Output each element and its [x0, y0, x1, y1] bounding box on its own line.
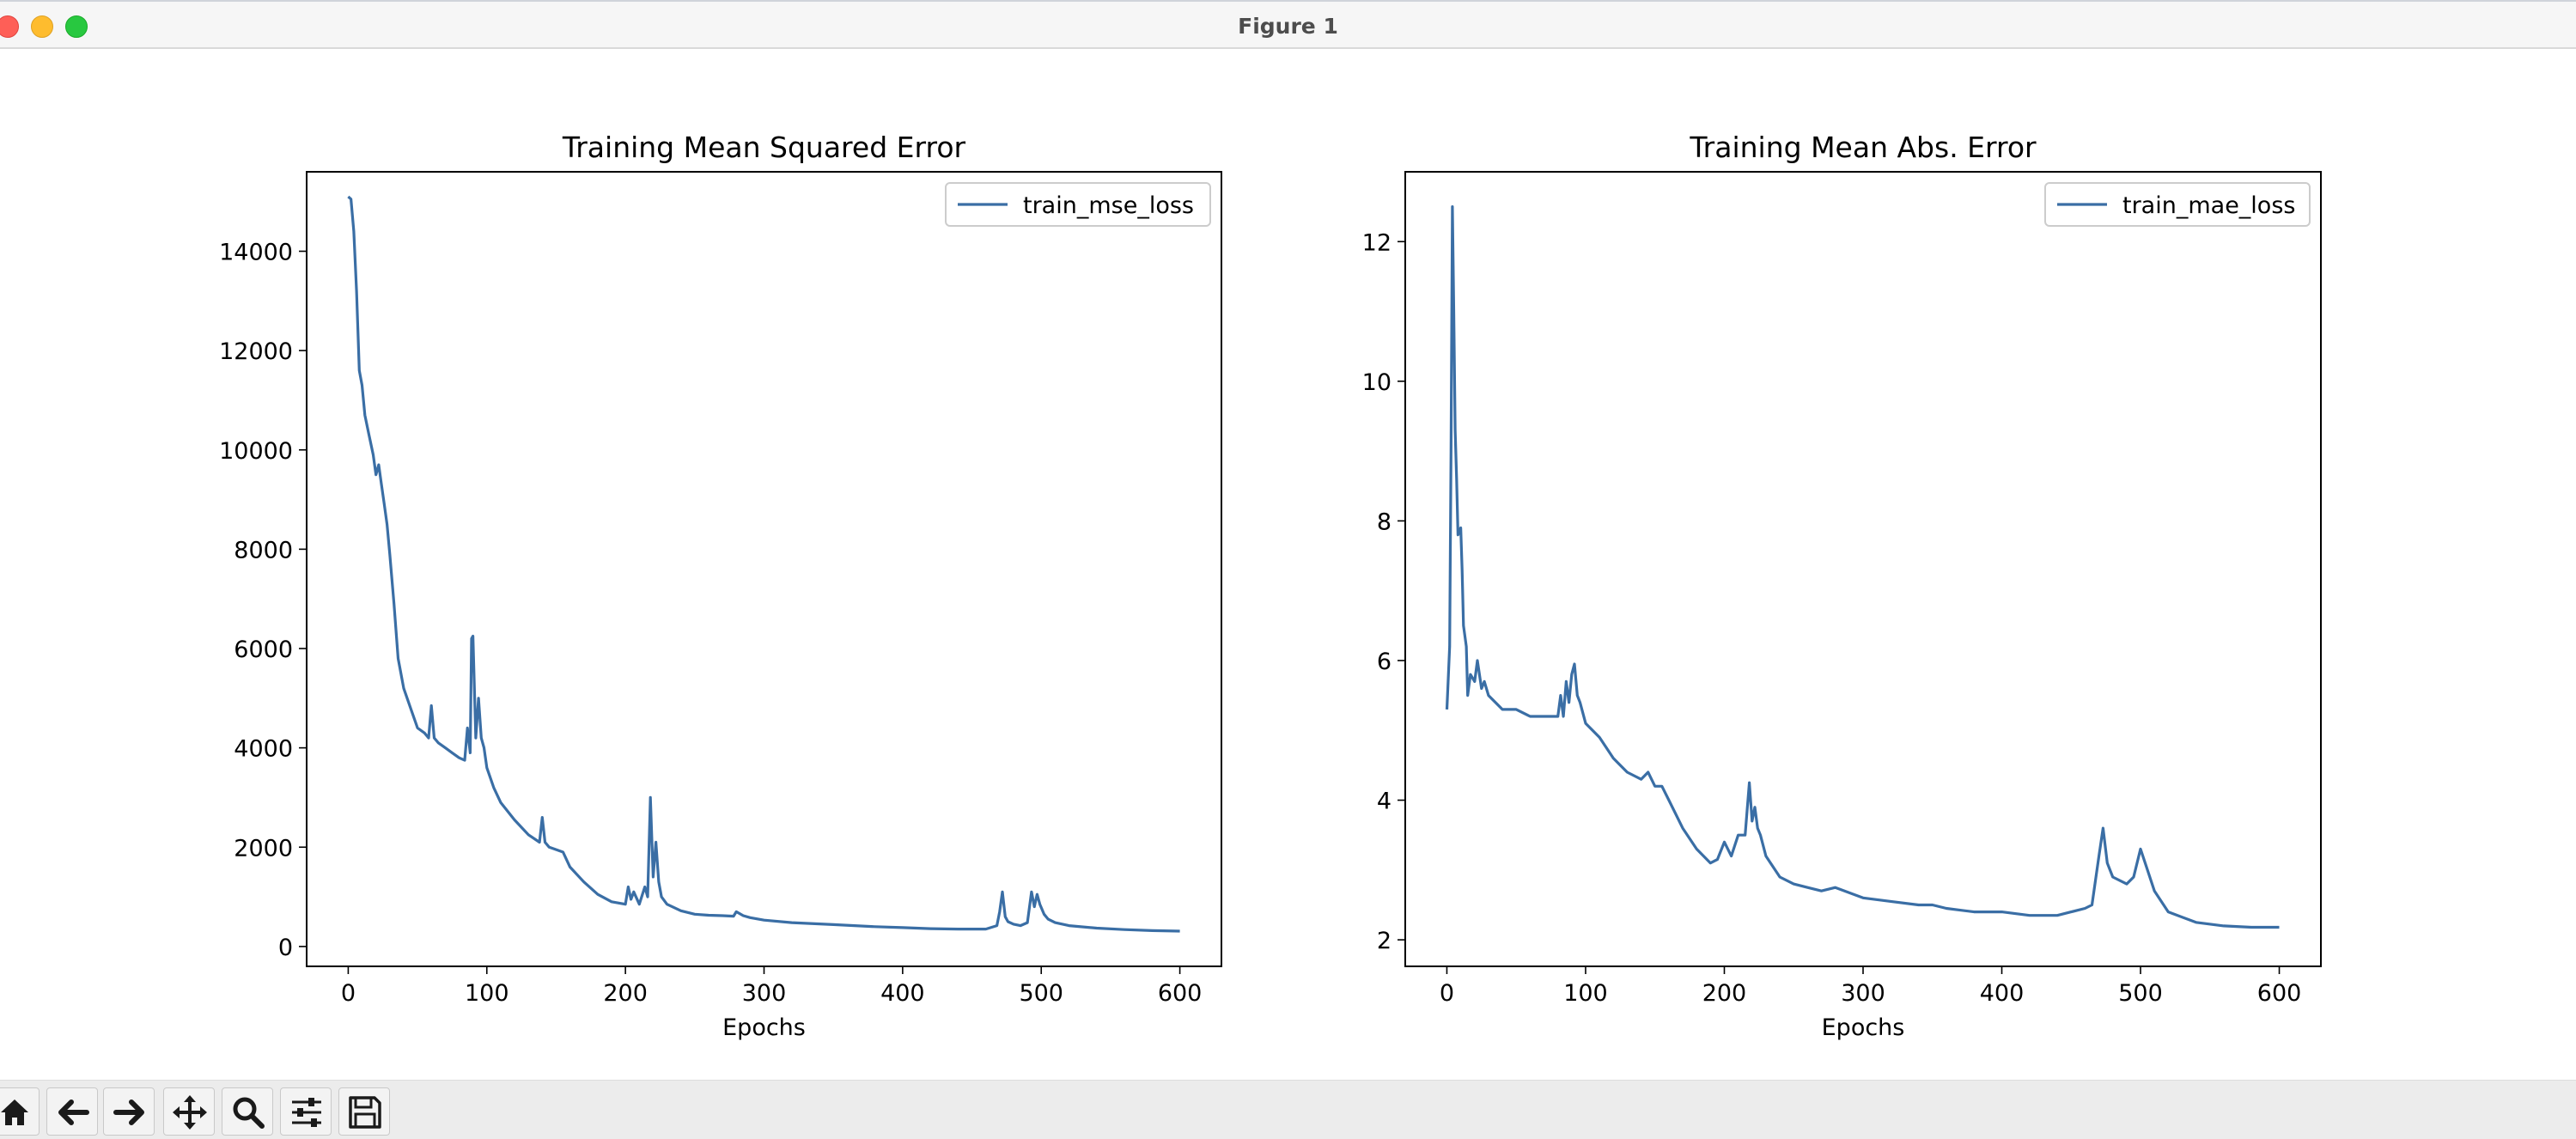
chart1-ytick-label: 12000	[219, 338, 293, 365]
chart2-legend: train_mae_loss	[2044, 182, 2311, 227]
chart1-ytick-label: 4000	[234, 736, 293, 763]
configure-subplots-button[interactable]	[280, 1087, 332, 1136]
pan-button[interactable]	[163, 1087, 215, 1136]
chart1-xlabel: Epochs	[722, 1014, 806, 1041]
window-title: Figure 1	[1238, 14, 1338, 39]
chart1-legend-label: train_mse_loss	[1023, 192, 1194, 219]
chart2-xtick-label: 400	[1980, 980, 2025, 1007]
minimize-window-button[interactable]	[31, 15, 53, 38]
chart1-title: Training Mean Squared Error	[562, 131, 966, 164]
chart1-xtick-label: 300	[742, 980, 787, 1007]
chart1-ytick-label: 0	[278, 935, 293, 961]
save-button[interactable]	[338, 1087, 390, 1136]
chart2-ytick-label: 10	[1362, 369, 1392, 396]
close-window-button[interactable]	[0, 15, 19, 38]
home-icon	[1, 1099, 28, 1125]
forward-button[interactable]	[103, 1087, 155, 1136]
chart2-series-1-line	[1445, 205, 2280, 929]
navigation-toolbar	[0, 1080, 2576, 1139]
chart1-series-1-line	[347, 195, 1180, 933]
chart1-xtick-label: 100	[465, 980, 509, 1007]
chart2-xtick-label: 100	[1563, 980, 1608, 1007]
chart2-ytick-label: 8	[1377, 509, 1392, 535]
chart1-ytick-label: 10000	[219, 438, 293, 465]
window-title-bar: Figure 1	[0, 0, 2576, 49]
chart2: 0 100 200 300 400 500 600 2 4 6 8 10 12 Training Mean…	[1362, 131, 2322, 1041]
chart2-xtick-label: 500	[2118, 980, 2163, 1007]
chart2-title: Training Mean Abs. Error	[1689, 131, 2037, 164]
chart2-legend-box	[2044, 182, 2311, 227]
chart1-legend-box	[945, 182, 1211, 227]
chart2-ytick-label: 2	[1377, 928, 1392, 954]
chart2-ytick-label: 4	[1377, 789, 1392, 815]
chart2-legend-label: train_mae_loss	[2122, 192, 2295, 219]
chart1-ytick-label: 2000	[234, 835, 293, 862]
chart2-xtick-label: 0	[1440, 980, 1454, 1007]
chart2-xlabel: Epochs	[1822, 1014, 1905, 1041]
chart1-xtick-label: 400	[880, 980, 925, 1007]
chart2-xtick-label: 200	[1702, 980, 1747, 1007]
arrow-left-icon	[58, 1099, 89, 1125]
chart1: 0 100 200 300 400 500 600020004000600080001000…	[219, 131, 1222, 1041]
save-icon	[349, 1096, 381, 1129]
move-icon	[173, 1095, 207, 1130]
chart1-xtick-label: 0	[341, 980, 356, 1007]
chart1-xtick-label: 600	[1158, 980, 1203, 1007]
sliders-icon	[292, 1098, 321, 1127]
maximize-window-button[interactable]	[65, 15, 88, 38]
home-button[interactable]	[0, 1087, 40, 1136]
back-button[interactable]	[46, 1087, 98, 1136]
chart1-legend: train_mse_loss	[945, 182, 1211, 227]
chart1-ytick-label: 8000	[234, 537, 293, 563]
figure-canvas[interactable]: 0 100 200 300 400 500 600020004000600080001000…	[0, 49, 2576, 1080]
chart2-xtick-label: 300	[1841, 980, 1885, 1007]
zoom-icon	[233, 1097, 265, 1129]
chart2-ytick-label: 12	[1362, 229, 1392, 256]
chart1-ytick-label: 14000	[219, 240, 293, 266]
chart2-xtick-label: 600	[2257, 980, 2302, 1007]
chart1-xtick-label: 200	[603, 980, 648, 1007]
chart1-xtick-label: 500	[1019, 980, 1063, 1007]
chart1-ytick-label: 6000	[234, 636, 293, 663]
arrow-right-icon	[113, 1099, 144, 1125]
chart2-ytick-label: 6	[1377, 649, 1392, 675]
zoom-button[interactable]	[222, 1087, 273, 1136]
